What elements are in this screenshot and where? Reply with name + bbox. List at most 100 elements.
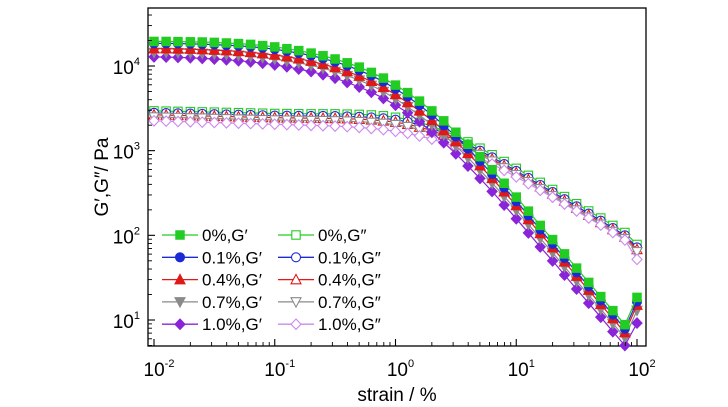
data-point: [257, 40, 268, 51]
data-point: [607, 325, 619, 338]
data-point: [498, 164, 510, 177]
data-point: [413, 130, 426, 142]
data-point: [317, 119, 329, 132]
data-point: [185, 37, 196, 47]
x-tick-label: 10-2: [144, 358, 175, 381]
series-1: [149, 36, 642, 330]
legend-marker: [174, 318, 186, 331]
data-point: [534, 240, 547, 253]
data-point: [172, 115, 184, 128]
data-point: [341, 76, 353, 89]
legend-marker: [174, 252, 186, 263]
data-point: [161, 36, 171, 47]
legend-label: 0.7%,G″: [318, 293, 381, 312]
data-point: [511, 192, 521, 202]
data-point: [377, 123, 390, 136]
data-point: [546, 254, 559, 267]
legend: 0%,G′ 0.1%,G′ 0.4%,G′ 0.7%,G′ 1.0%,G′ 0%,G″ 0.…: [162, 226, 381, 334]
data-point: [439, 116, 449, 126]
data-point: [594, 219, 607, 232]
y-tick-label: 102: [113, 225, 140, 248]
data-point: [244, 117, 257, 130]
data-point: [353, 69, 366, 81]
legend-marker: [175, 230, 185, 240]
data-point: [318, 51, 328, 61]
data-point: [510, 170, 523, 183]
data-point: [523, 206, 534, 216]
legend-marker: [174, 297, 186, 309]
legend-label: 0%,G″: [318, 226, 367, 245]
x-tick-label: 100: [387, 358, 414, 381]
legend-item: 0.4%,G″: [278, 271, 381, 290]
y-tick-label: 104: [113, 56, 140, 79]
data-point: [522, 177, 535, 190]
legend-item: 0.7%,G″: [278, 293, 381, 312]
data-point: [232, 117, 245, 130]
y-axis-label: G′,G″/ Pa: [92, 137, 113, 216]
data-point: [341, 120, 353, 133]
data-point: [582, 297, 595, 310]
data-point: [160, 115, 172, 128]
data-point: [389, 88, 402, 100]
data-point: [475, 151, 485, 162]
legend-item: 0%,G″: [278, 226, 367, 245]
series-10: [148, 114, 643, 266]
data-point: [208, 116, 221, 129]
data-point: [293, 45, 304, 56]
data-point: [594, 311, 607, 324]
legend-item: 0.1%,G′: [162, 248, 262, 267]
legend-marker: [291, 230, 301, 240]
data-point: [413, 115, 426, 128]
x-tick-label: 10-1: [264, 358, 295, 381]
legend-label: 0.1%,G′: [202, 248, 262, 267]
data-point: [256, 117, 269, 130]
data-point: [426, 126, 438, 139]
data-point: [522, 226, 535, 239]
data-point: [353, 80, 366, 93]
legend-marker: [290, 318, 302, 331]
data-point: [365, 74, 378, 87]
data-point: [221, 38, 232, 48]
legend-marker: [290, 273, 302, 285]
data-point: [547, 234, 558, 245]
data-point: [619, 234, 631, 247]
data-point: [377, 80, 390, 93]
data-point: [486, 185, 498, 198]
data-point: [365, 86, 378, 99]
legend-item: 0.1%,G″: [278, 248, 381, 267]
data-point: [305, 119, 317, 132]
data-point: [281, 118, 293, 131]
data-point: [317, 57, 329, 69]
data-point: [354, 62, 365, 72]
series-5: [148, 50, 643, 352]
data-point: [389, 125, 402, 138]
y-tick-label: 103: [113, 141, 140, 164]
data-point: [197, 37, 208, 47]
legend-marker: [290, 252, 302, 263]
data-point: [268, 118, 281, 131]
data-point: [450, 147, 462, 160]
data-point: [282, 43, 292, 54]
data-point: [256, 47, 269, 59]
x-tick-label: 102: [628, 358, 655, 381]
data-point: [173, 36, 183, 47]
legend-label: 0.1%,G″: [318, 248, 381, 267]
data-point: [570, 283, 583, 296]
data-point: [608, 305, 618, 316]
data-point: [487, 165, 497, 175]
data-point: [341, 65, 354, 77]
data-point: [329, 61, 342, 73]
data-point: [220, 116, 233, 129]
x-tick-label: 101: [508, 358, 535, 381]
data-point: [209, 37, 220, 48]
data-point: [498, 199, 510, 212]
legend-label: 1.0%,G′: [202, 315, 262, 334]
data-point: [631, 253, 643, 266]
data-point: [233, 38, 244, 49]
data-point: [329, 72, 341, 85]
plot-frame: [147, 7, 647, 347]
data-point: [413, 104, 426, 116]
data-point: [378, 73, 389, 83]
ticks-layer: 10-2 10-1 100 101 102 101 102 103 104: [113, 14, 656, 381]
